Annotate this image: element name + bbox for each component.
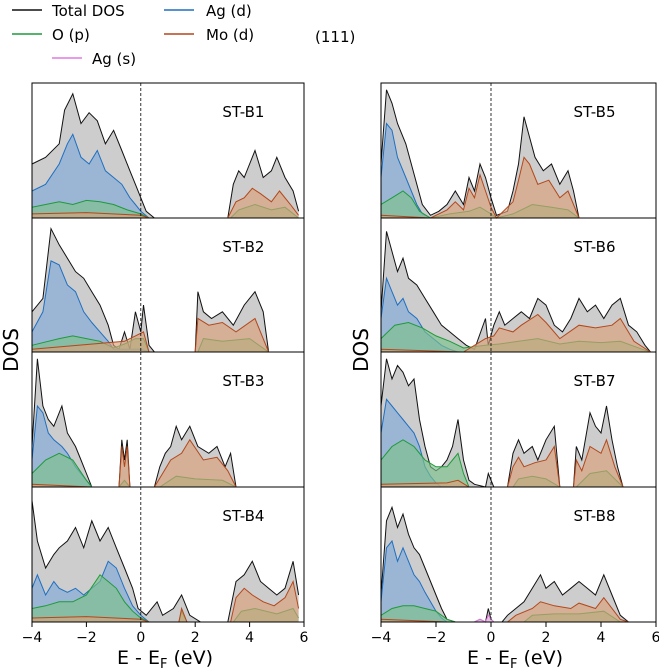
x-axis-label-left: E - EF (eV)	[117, 647, 213, 670]
series-line-total	[380, 89, 651, 219]
panel-frame	[31, 486, 305, 623]
legend-label-ags: Ag (s)	[92, 50, 136, 68]
x-axis-label-left-sub: F	[160, 657, 167, 670]
series-fill-mod	[381, 314, 651, 352]
series-fill-mod	[32, 581, 299, 622]
series-line-mod	[380, 313, 651, 353]
panel-label: ST-B2	[222, 238, 264, 256]
panel-st-b5: ST-B5	[380, 82, 657, 219]
legend-label-total: Total DOS	[51, 2, 125, 20]
series-fill-op	[32, 574, 299, 622]
surface-label: (111)	[315, 28, 355, 46]
panel-label: ST-B3	[222, 372, 264, 390]
x-axis-label-right-sub: F	[510, 657, 517, 670]
series-fill-mod	[381, 157, 651, 218]
panel-st-b7: ST-B7	[380, 351, 657, 488]
panel-label: ST-B5	[574, 103, 616, 121]
x-tick-label: 2	[542, 630, 551, 646]
series-line-mod	[31, 579, 300, 623]
x-axis-label-left-main: E - E	[117, 647, 160, 669]
x-tick-label: −4	[22, 630, 43, 646]
series-fill-mod	[381, 597, 651, 622]
panel-st-b2: ST-B2	[31, 217, 305, 353]
panel-st-b3: ST-B3	[31, 351, 305, 488]
legend-label-op: O (p)	[52, 26, 90, 44]
x-axis-label-left-unit: (eV)	[167, 647, 213, 669]
series-line-total	[31, 92, 300, 219]
series-line-agd	[31, 133, 299, 219]
x-axis-label-right-main: E - E	[467, 647, 510, 669]
legend: Total DOS Ag (d) O (p) Mo (d) Ag (s)	[12, 2, 254, 68]
series-fill-mod	[381, 439, 651, 487]
x-tick-label: −2	[426, 630, 447, 646]
x-tick-label: −2	[76, 630, 97, 646]
series-fill-total	[32, 228, 299, 352]
x-tick-label: 4	[597, 630, 606, 646]
series-fill-mod	[32, 439, 299, 487]
panel-label: ST-B1	[222, 103, 264, 121]
series-line-mod	[380, 596, 651, 623]
series-line-total	[31, 226, 299, 353]
series-fill-op	[381, 439, 651, 487]
legend-label-agd: Ag (d)	[206, 2, 252, 20]
series-line-total	[31, 500, 300, 623]
panel-frame	[380, 486, 657, 623]
x-tick-label: −4	[371, 630, 392, 646]
panel-label: ST-B8	[574, 507, 616, 525]
series-fill-total	[381, 507, 651, 622]
x-tick-label: 6	[652, 630, 659, 646]
x-tick-label: 0	[487, 630, 496, 646]
panel-label: ST-B7	[574, 372, 616, 390]
x-tick-label: 6	[300, 630, 309, 646]
x-tick-label: 4	[245, 630, 254, 646]
panel-label: ST-B4	[222, 507, 264, 525]
series-line-mod	[31, 438, 299, 488]
legend-label-mod: Mo (d)	[206, 26, 254, 44]
panel-st-b6: ST-B6	[380, 217, 657, 353]
x-ticks: −4 −2 0 2 4 6 −4 −2 0 2 4 6	[22, 622, 659, 646]
x-axis-label-right-unit: (eV)	[517, 647, 563, 669]
series-line-mod	[31, 317, 299, 353]
x-tick-label: 2	[191, 630, 200, 646]
series-line-total	[380, 231, 651, 353]
y-axis-label-left: DOS	[0, 328, 23, 372]
x-tick-label: 0	[136, 630, 145, 646]
panels: ST-B1 ST-B2 ST-B3 ST-B4 ST-B5 ST-B6 ST-B7 ST-B8	[31, 82, 657, 623]
panel-st-b8: ST-B8	[380, 486, 657, 623]
panel-st-b4: ST-B4	[31, 486, 305, 623]
x-axis-label-right: E - EF (eV)	[467, 647, 563, 670]
panel-st-b1: ST-B1	[31, 82, 305, 219]
series-fill-op	[32, 453, 299, 487]
series-fill-total	[381, 231, 651, 352]
y-axis-label-right: DOS	[349, 328, 373, 372]
panel-label: ST-B6	[574, 238, 616, 256]
